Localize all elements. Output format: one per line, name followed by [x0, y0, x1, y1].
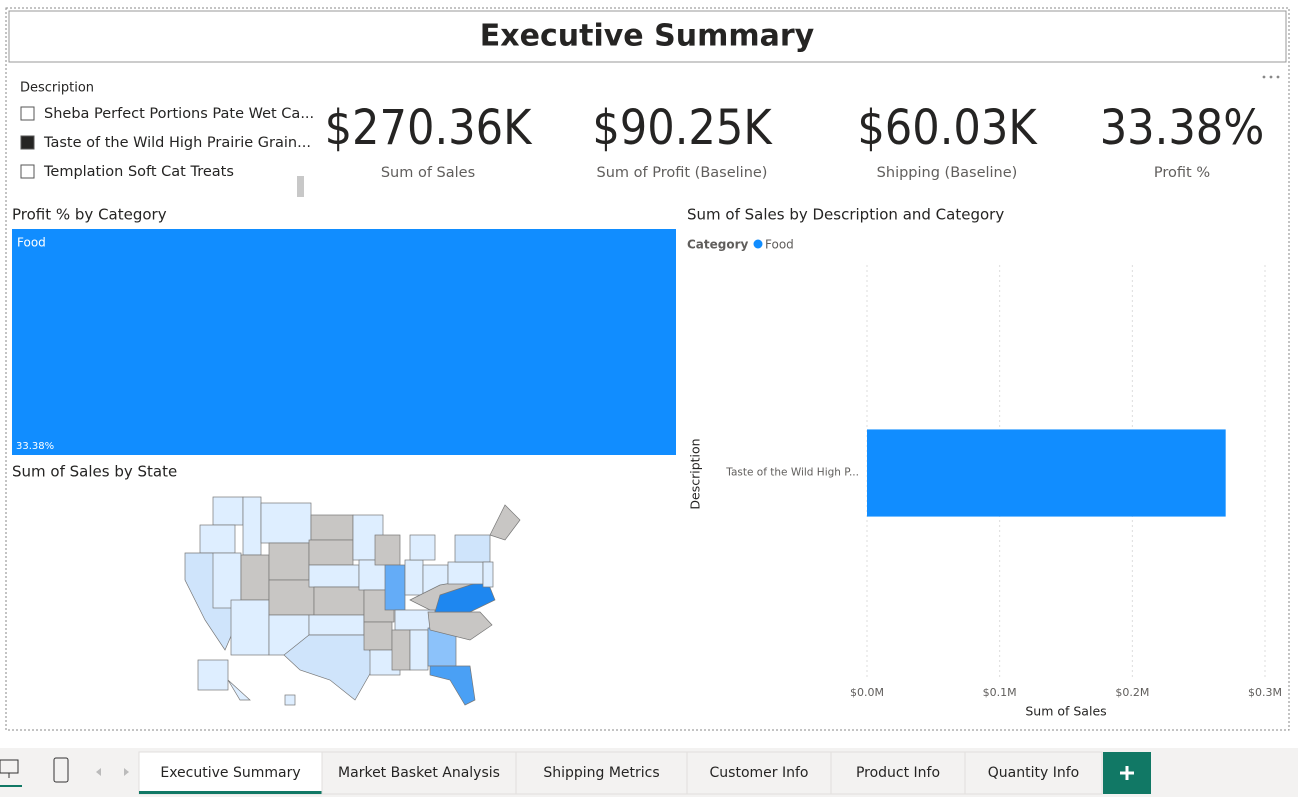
state: [284, 694, 296, 706]
card-label: Profit %: [1154, 165, 1210, 181]
visual-title: Sum of Sales by Description and Category: [687, 206, 1004, 224]
page-tab-label[interactable]: Executive Summary: [160, 765, 300, 781]
state: [427, 611, 493, 641]
us-map: [184, 496, 521, 706]
tile-label: Food: [17, 236, 46, 250]
legend-title: Category: [687, 238, 749, 252]
slicer-checkbox[interactable]: [20, 106, 35, 121]
desktop-view-icon[interactable]: [0, 759, 22, 787]
state: [409, 534, 436, 561]
y-tick-label: Taste of the Wild High P...: [725, 467, 859, 479]
active-tab-indicator: [139, 791, 322, 794]
page-tab[interactable]: [830, 751, 966, 795]
page-tab-label[interactable]: Product Info: [856, 765, 940, 781]
page-tab[interactable]: [138, 751, 323, 795]
legend-label[interactable]: Food: [765, 238, 794, 252]
slicer-scrollbar[interactable]: [297, 176, 304, 197]
state: [447, 561, 484, 585]
state: [374, 534, 401, 566]
legend-marker[interactable]: [753, 239, 763, 249]
state: [197, 659, 229, 691]
state: [227, 679, 251, 701]
slicer-checkbox[interactable]: [20, 135, 35, 150]
card-value: $270.36K: [325, 100, 534, 156]
slicer-item[interactable]: Sheba Perfect Portions Pate Wet Ca...: [44, 106, 314, 122]
page-tab[interactable]: [321, 751, 517, 795]
slicer-item[interactable]: Taste of the Wild High Prairie Grain...: [43, 135, 311, 151]
prev-page[interactable]: [96, 768, 101, 776]
slicer-title: Description: [20, 81, 94, 96]
x-tick-label: $0.0M: [850, 686, 884, 699]
x-axis-title: Sum of Sales: [1025, 704, 1106, 719]
card-label: Sum of Sales: [381, 165, 475, 181]
y-axis-title: Description: [688, 438, 703, 509]
page-tab-label[interactable]: Quantity Info: [988, 765, 1079, 781]
page-tab-label[interactable]: Market Basket Analysis: [338, 765, 500, 781]
visual-title: Sum of Sales by State: [12, 463, 177, 481]
state: [268, 579, 315, 616]
more-options[interactable]: [1262, 75, 1280, 79]
page-tab[interactable]: [686, 751, 832, 795]
state: [434, 579, 496, 613]
state: [283, 634, 376, 701]
card-value: $90.25K: [592, 100, 773, 156]
state: [199, 524, 236, 554]
state: [454, 534, 491, 563]
slicer: Sheba Perfect Portions Pate Wet Ca... Tas…: [20, 106, 314, 180]
card-value: $60.03K: [857, 100, 1038, 156]
card-label: Sum of Profit (Baseline): [597, 165, 768, 181]
card-value: 33.38%: [1100, 100, 1265, 156]
state: [391, 629, 411, 671]
page-tab[interactable]: [515, 751, 688, 795]
state: [308, 539, 354, 566]
mobile-view-icon[interactable]: [53, 757, 69, 783]
x-tick-label: $0.2M: [1115, 686, 1149, 699]
state: [260, 502, 312, 544]
state: [308, 614, 365, 636]
state: [384, 564, 406, 611]
title-box: [8, 10, 1287, 63]
state: [212, 552, 242, 609]
card-label: Shipping (Baseline): [877, 165, 1018, 181]
state: [313, 586, 365, 616]
x-tick-label: $0.3M: [1248, 686, 1282, 699]
state: [489, 504, 521, 541]
x-tick-label: $0.1M: [983, 686, 1017, 699]
next-page[interactable]: [124, 768, 129, 776]
slicer-item[interactable]: Templation Soft Cat Treats: [43, 164, 234, 180]
state: [404, 559, 424, 596]
state: [240, 554, 270, 601]
state: [363, 621, 393, 651]
visuals: Profit % by Category Food 33.38% Sum of Sal…: [12, 206, 1282, 719]
report-title: Executive Summary: [480, 19, 815, 54]
page-tab-label[interactable]: Customer Info: [710, 765, 809, 781]
state: [242, 496, 262, 556]
cards: $270.36K Sum of Sales $90.25K Sum of Profit…: [325, 100, 1265, 181]
state: [482, 561, 494, 588]
visual-title: Profit % by Category: [12, 206, 167, 224]
page-tab[interactable]: [964, 751, 1103, 795]
state: [409, 629, 429, 671]
state: [230, 599, 270, 656]
tile-value: 33.38%: [16, 441, 54, 452]
page-tab-label[interactable]: Shipping Metrics: [543, 765, 659, 781]
state: [429, 665, 476, 706]
treemap-tile[interactable]: [12, 229, 676, 455]
bar[interactable]: [867, 429, 1226, 517]
state: [308, 564, 360, 588]
state: [212, 496, 244, 526]
state: [310, 514, 354, 541]
page-tabs: Executive Summary Market Basket Analysis S…: [138, 751, 1103, 795]
state: [268, 542, 310, 581]
canvas-border: [5, 7, 1290, 731]
add-page-button[interactable]: [1103, 752, 1151, 794]
slicer-checkbox[interactable]: [20, 164, 35, 179]
